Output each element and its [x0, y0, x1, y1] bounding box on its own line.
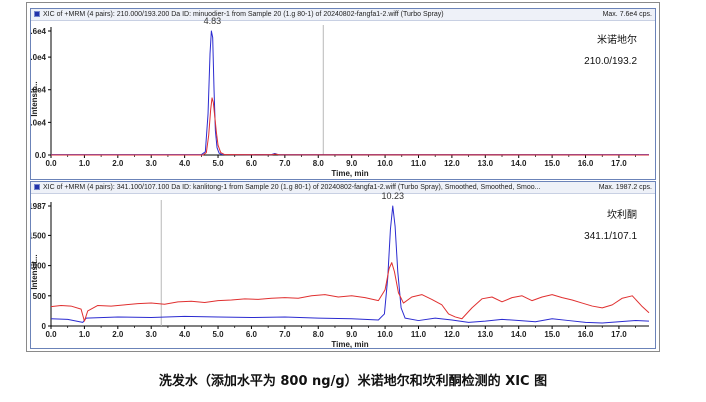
compound-name: 坎利酮	[607, 208, 637, 221]
x-tick-label: 6.0	[246, 330, 258, 339]
x-tick-label: 16.0	[578, 330, 594, 339]
trace-icon	[34, 184, 40, 190]
y-tick-label: 1500	[31, 231, 47, 240]
x-axis-label: Time, min	[331, 169, 368, 178]
y-tick-label: 4.0e4	[31, 86, 47, 95]
y-tick-label: 6.0e4	[31, 53, 47, 62]
y-tick-label: 7.6e4	[31, 27, 47, 36]
panel-title-bottom: XIC of +MRM (4 pairs): 341.100/107.100 D…	[43, 184, 541, 191]
x-tick-label: 9.0	[346, 159, 358, 168]
x-tick-label: 1.0	[79, 330, 91, 339]
x-tick-label: 5.0	[212, 159, 224, 168]
y-tick-label: 1987	[31, 202, 47, 211]
x-tick-label: 15.0	[544, 159, 560, 168]
panel-header-top: XIC of +MRM (4 pairs): 210.000/193.200 D…	[31, 9, 655, 21]
x-tick-label: 9.0	[346, 330, 358, 339]
x-tick-label: 0.0	[45, 159, 57, 168]
trace-icon	[34, 11, 40, 17]
xic-panel-top: XIC of +MRM (4 pairs): 210.000/193.200 D…	[30, 8, 656, 180]
x-tick-label: 3.0	[146, 159, 158, 168]
x-tick-label: 14.0	[511, 330, 527, 339]
xic-panel-bottom: XIC of +MRM (4 pairs): 341.100/107.100 D…	[30, 181, 656, 349]
x-tick-label: 13.0	[478, 330, 494, 339]
x-tick-label: 7.0	[279, 159, 291, 168]
x-tick-label: 8.0	[313, 330, 325, 339]
y-tick-label: 2.0e4	[31, 118, 47, 127]
x-tick-label: 17.0	[611, 159, 627, 168]
compound-name: 米诺地尔	[597, 33, 637, 46]
y-tick-label: 0	[42, 322, 47, 331]
y-axis-label: Intensit...	[31, 81, 39, 116]
y-tick-label: 500	[33, 292, 47, 301]
x-tick-label: 4.0	[179, 159, 191, 168]
x-tick-label: 12.0	[444, 330, 460, 339]
x-tick-label: 2.0	[112, 330, 124, 339]
x-tick-label: 13.0	[478, 159, 494, 168]
x-tick-label: 11.0	[411, 330, 427, 339]
peak-label: 4.83	[204, 16, 222, 26]
x-tick-label: 10.0	[377, 159, 393, 168]
transition-label: 210.0/193.2	[584, 56, 637, 67]
y-axis-label: Intensit...	[31, 254, 39, 289]
figure-caption: 洗发水（添加水平为 800 ng/g）米诺地尔和坎利酮检测的 XIC 图	[158, 374, 548, 389]
x-tick-label: 15.0	[544, 330, 560, 339]
x-tick-label: 7.0	[279, 330, 291, 339]
x-tick-label: 5.0	[212, 330, 224, 339]
x-tick-label: 14.0	[511, 159, 527, 168]
series-line-red	[50, 262, 650, 322]
x-tick-label: 3.0	[146, 330, 158, 339]
peak-label: 10.23	[381, 191, 404, 201]
max-intensity-label-bottom: Max. 1987.2 cps.	[598, 184, 652, 191]
series-line-red	[51, 97, 650, 156]
y-tick-label: 0.0	[35, 151, 47, 160]
x-tick-label: 10.0	[377, 330, 393, 339]
x-tick-label: 16.0	[578, 159, 594, 168]
x-tick-label: 17.0	[611, 330, 627, 339]
x-tick-label: 11.0	[411, 159, 427, 168]
series-line-blue	[51, 30, 650, 156]
series-line-blue	[50, 205, 650, 324]
transition-label: 341.1/107.1	[584, 231, 637, 242]
x-tick-label: 4.0	[179, 330, 191, 339]
max-intensity-label-top: Max. 7.6e4 cps.	[602, 11, 652, 18]
panel-header-bottom: XIC of +MRM (4 pairs): 341.100/107.100 D…	[31, 182, 655, 194]
chromatogram-plot-bottom: 0.0 1.0 2.0 3.0 4.0 5.0 6.0 7.0 8.0 9.0 10.0 11.0 12…	[31, 191, 650, 349]
x-tick-label: 2.0	[112, 159, 124, 168]
chromatogram-plot-top: 0.0 1.0 2.0 3.0 4.0 5.0 6.0 7.0 8.0 9.0 10.0 11.0 12…	[31, 16, 650, 178]
x-tick-label: 6.0	[246, 159, 258, 168]
x-tick-label: 1.0	[79, 159, 91, 168]
panel-title-top: XIC of +MRM (4 pairs): 210.000/193.200 D…	[43, 11, 444, 18]
x-tick-label: 8.0	[313, 159, 325, 168]
x-tick-label: 0.0	[45, 330, 57, 339]
x-tick-label: 12.0	[444, 159, 460, 168]
y-tick-label: 1000	[31, 262, 47, 271]
x-axis-label: Time, min	[331, 340, 368, 349]
